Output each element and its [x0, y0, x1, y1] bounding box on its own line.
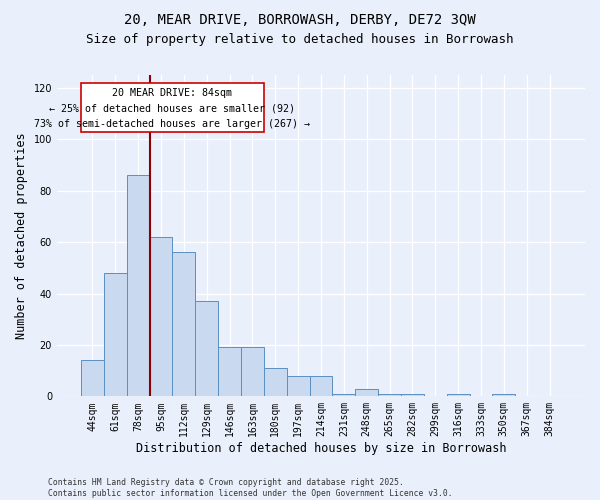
Text: 20, MEAR DRIVE, BORROWASH, DERBY, DE72 3QW: 20, MEAR DRIVE, BORROWASH, DERBY, DE72 3… [124, 12, 476, 26]
Bar [287, 376, 310, 396]
Bar [104, 273, 127, 396]
X-axis label: Distribution of detached houses by size in Borrowash: Distribution of detached houses by size … [136, 442, 506, 455]
Bar [81, 360, 104, 396]
Bar [332, 394, 355, 396]
Bar [446, 394, 470, 396]
Text: ← 25% of detached houses are smaller (92): ← 25% of detached houses are smaller (92… [49, 104, 295, 114]
Bar [493, 394, 515, 396]
Bar [401, 394, 424, 396]
Bar [149, 237, 172, 396]
Y-axis label: Number of detached properties: Number of detached properties [15, 132, 28, 339]
Bar [218, 348, 241, 397]
Text: Size of property relative to detached houses in Borrowash: Size of property relative to detached ho… [86, 32, 514, 46]
Bar [264, 368, 287, 396]
Bar [195, 301, 218, 396]
Text: Contains HM Land Registry data © Crown copyright and database right 2025.
Contai: Contains HM Land Registry data © Crown c… [48, 478, 452, 498]
FancyBboxPatch shape [81, 82, 264, 132]
Bar [378, 394, 401, 396]
Bar [355, 388, 378, 396]
Bar [310, 376, 332, 396]
Bar [127, 176, 149, 396]
Bar [241, 348, 264, 397]
Text: 73% of semi-detached houses are larger (267) →: 73% of semi-detached houses are larger (… [34, 118, 310, 128]
Bar [172, 252, 195, 396]
Text: 20 MEAR DRIVE: 84sqm: 20 MEAR DRIVE: 84sqm [112, 88, 232, 98]
